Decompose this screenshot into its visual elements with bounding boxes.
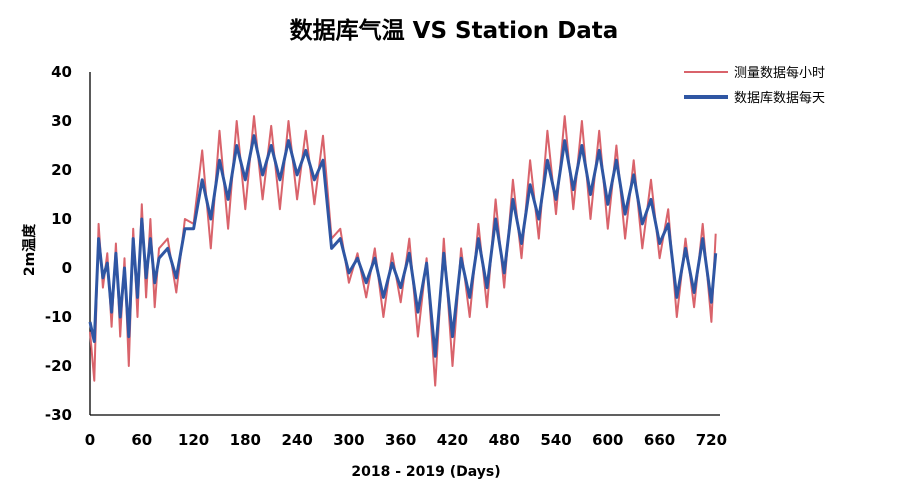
x-tick-label: 480 [489, 431, 520, 449]
x-tick-label: 300 [333, 431, 364, 449]
x-tick-label: 120 [178, 431, 209, 449]
x-axis-ticks: 0 60 120 180 240 300 360 420 480 540 600 660 720 [85, 431, 727, 449]
x-tick-label: 240 [281, 431, 312, 449]
x-tick-label: 420 [437, 431, 468, 449]
x-tick-label: 660 [644, 431, 675, 449]
x-tick-label: 600 [592, 431, 623, 449]
series-line-measured [89, 115, 717, 387]
y-tick-label: 0 [62, 259, 72, 277]
legend: 测量数据每小时 数据库数据每天 [684, 65, 825, 106]
x-tick-label: 0 [85, 431, 95, 449]
legend-label-database: 数据库数据每天 [734, 90, 825, 106]
y-tick-label: -20 [45, 357, 72, 375]
x-tick-label: 720 [696, 431, 727, 449]
y-tick-label: -10 [45, 308, 72, 326]
y-tick-label: 40 [51, 63, 72, 81]
y-axis-ticks: -30 -20 -10 0 10 20 30 40 [45, 63, 72, 424]
series-line-database [88, 134, 718, 358]
x-tick-label: 180 [230, 431, 261, 449]
y-tick-label: -30 [45, 406, 72, 424]
series-layer [88, 115, 718, 387]
y-tick-label: 20 [51, 161, 72, 179]
x-tick-label: 360 [385, 431, 416, 449]
x-tick-label: 60 [131, 431, 152, 449]
y-tick-label: 10 [51, 210, 72, 228]
legend-label-measured: 测量数据每小时 [734, 65, 825, 81]
y-tick-label: 30 [51, 112, 72, 130]
x-tick-label: 540 [540, 431, 571, 449]
x-axis-label: 2018 - 2019 (Days) [351, 464, 500, 480]
chart-title: 数据库气温 VS Station Data [290, 17, 619, 44]
y-axis-label: 2m温度 [21, 223, 38, 276]
